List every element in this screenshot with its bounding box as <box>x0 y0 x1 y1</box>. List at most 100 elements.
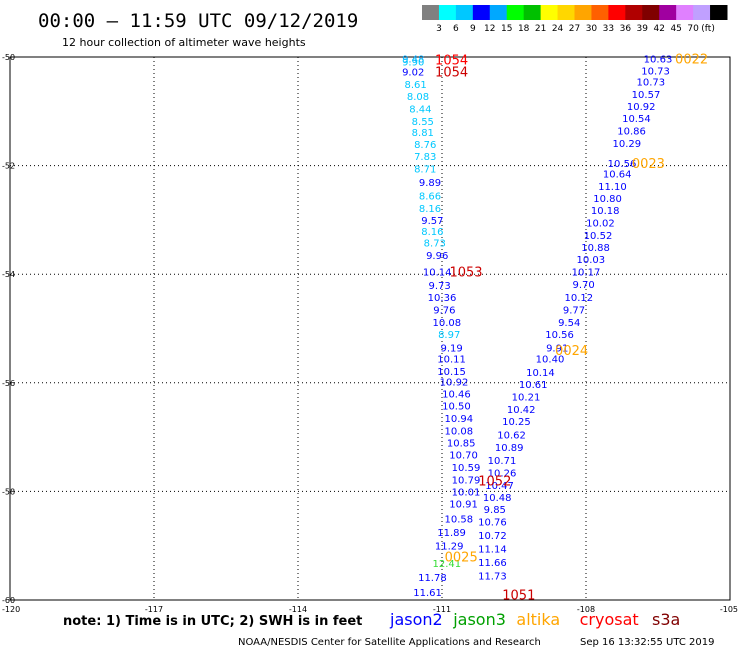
swh-label: 10.08 <box>444 427 473 438</box>
swh-label: 10.56 <box>608 159 637 170</box>
swh-label: 12.41 <box>432 559 461 570</box>
swh-label: 9.89 <box>419 178 441 189</box>
swh-label: 9.90 <box>402 57 424 68</box>
satellite-name: s3a <box>652 610 680 629</box>
swh-label: 8.16 <box>419 204 441 215</box>
swh-label: 10.14 <box>526 368 555 379</box>
legend-swatch <box>422 5 440 20</box>
y-tick-labels: -50 -52 -54 -56 -58 -60 <box>2 53 15 605</box>
swh-label: 10.73 <box>636 77 665 88</box>
swh-label: 10.88 <box>581 243 610 254</box>
swh-label: 10.17 <box>572 267 601 278</box>
legend-label: 30 <box>586 24 598 34</box>
legend-swatch <box>676 5 694 20</box>
swh-label: 10.36 <box>428 293 457 304</box>
swh-label: 10.59 <box>452 463 481 474</box>
x-tick-label: -120 <box>2 605 20 614</box>
legend-swatch <box>591 5 609 20</box>
swh-label: 9.85 <box>484 505 506 516</box>
pass-label: 1054 <box>435 54 468 69</box>
swh-label: 10.18 <box>591 206 620 217</box>
swh-label: 8.81 <box>412 128 434 139</box>
swh-label: 10.57 <box>632 90 661 101</box>
pass-label: 0022 <box>675 53 708 68</box>
legend-label: 15 <box>501 24 512 34</box>
swh-label: 7.83 <box>414 152 436 163</box>
swh-label: 10.73 <box>641 67 670 78</box>
legend-label: 45 <box>670 24 681 34</box>
timestamp-text: Sep 16 13:32:55 UTC 2019 <box>580 637 714 648</box>
y-tick-label: -56 <box>2 379 15 388</box>
swh-label: 8.97 <box>438 330 460 341</box>
swh-label: 10.11 <box>437 354 466 365</box>
legend-label: 24 <box>552 24 564 34</box>
satellite-legend: jason2 jason3 altika cryosat s3a <box>389 610 680 629</box>
pass-label: 1051 <box>502 589 535 604</box>
legend-label: 36 <box>620 24 632 34</box>
swh-label: 10.76 <box>478 517 507 528</box>
pass-label: 0023 <box>632 157 665 172</box>
swh-label: 11.61 <box>413 588 442 599</box>
legend-swatch <box>506 5 525 20</box>
pass-label: 1053 <box>449 265 482 280</box>
swh-label: 10.54 <box>622 114 651 125</box>
legend-swatch <box>574 5 592 20</box>
swh-label: 10.79 <box>452 475 481 486</box>
y-tick-label: -52 <box>2 162 15 171</box>
x-tick-label: -117 <box>145 605 163 614</box>
swh-label: 10.72 <box>478 531 507 542</box>
legend-label: 21 <box>535 24 546 34</box>
legend-swatch <box>693 5 711 20</box>
legend-swatch <box>659 5 677 20</box>
swh-label: 8.73 <box>424 239 446 250</box>
x-tick-label: -108 <box>577 605 595 614</box>
swh-label: 10.62 <box>497 430 526 441</box>
legend-swatch <box>557 5 575 20</box>
swh-label: 9.76 <box>433 305 455 316</box>
swh-label: 10.48 <box>483 493 512 504</box>
swh-label: 10.92 <box>627 102 656 113</box>
swh-label: 10.86 <box>617 126 646 137</box>
swh-label: 8.76 <box>414 140 436 151</box>
swh-label: 10.01 <box>452 487 481 498</box>
legend-label: 39 <box>637 24 649 34</box>
legend-label: 70 <box>687 24 699 34</box>
swh-label: 10.42 <box>507 405 536 416</box>
swh-label: 9.48 <box>402 55 424 66</box>
legend-label: 3 <box>436 24 442 34</box>
swh-label: 10.02 <box>586 219 615 230</box>
y-tick-label: -54 <box>2 270 15 279</box>
legend-swatch <box>438 5 457 20</box>
wave-points: 9.489.909.028.618.08 8.448.558.818.767.83… <box>402 55 672 599</box>
credit-text: NOAA/NESDIS Center for Satellite Applica… <box>238 637 541 648</box>
swh-label: 10.70 <box>449 450 478 461</box>
swh-label: 10.61 <box>519 380 548 391</box>
swh-label: 10.80 <box>593 194 622 205</box>
swh-label: 9.91 <box>546 344 568 355</box>
satellite-name: jason2 <box>389 610 443 629</box>
swh-label: 10.94 <box>444 414 473 425</box>
swh-label: 11.66 <box>478 558 507 569</box>
swh-label: 8.61 <box>404 80 426 91</box>
swh-label: 10.71 <box>488 456 517 467</box>
pass-label: 1052 <box>478 475 511 490</box>
legend-label: 42 <box>653 24 664 34</box>
y-tick-label: -60 <box>2 596 15 605</box>
swh-label: 8.66 <box>419 191 441 202</box>
swh-label: 10.89 <box>495 443 524 454</box>
swh-label: 11.29 <box>435 542 464 553</box>
y-tick-label: -50 <box>2 53 15 62</box>
swh-label: 11.14 <box>478 544 507 555</box>
swh-label: 9.70 <box>572 280 594 291</box>
swh-label: 10.21 <box>512 392 541 403</box>
legend-label: 12 <box>484 24 495 34</box>
swh-label: 9.54 <box>558 318 580 329</box>
swh-label: 11.89 <box>437 528 466 539</box>
legend-swatch <box>625 5 643 20</box>
legend-swatch <box>608 5 626 20</box>
legend-swatch <box>455 5 474 20</box>
satellite-name: jason3 <box>452 610 506 629</box>
swh-label: 10.03 <box>576 255 605 266</box>
